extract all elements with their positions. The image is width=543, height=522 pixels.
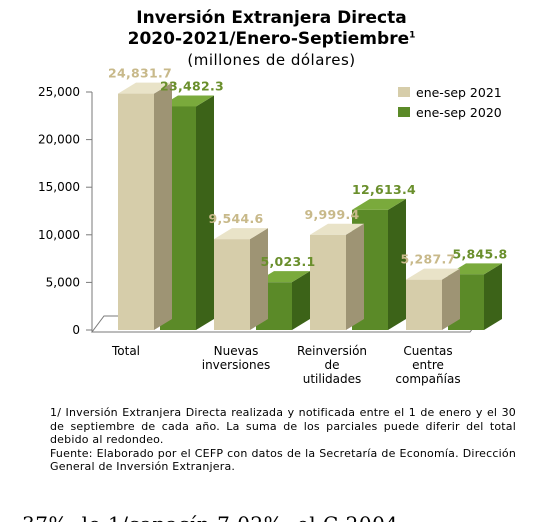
legend: ene-sep 2021 ene-sep 2020 <box>398 85 502 120</box>
title-footnote-mark: 1 <box>409 30 416 41</box>
bar-2021-3 <box>406 268 460 330</box>
bar-2020-1-side <box>292 271 310 330</box>
category-label: Nuevas <box>214 344 259 358</box>
bar-2021-3-side <box>442 268 460 330</box>
category-label: de <box>325 358 340 372</box>
bar-2021-0-top <box>118 82 172 94</box>
data-labels: 23,482.324,831.7 5,023.1 9,544.6 12,613.4 9,… <box>108 66 507 270</box>
footnote: 1/ Inversión Extranjera Directa realizad… <box>50 406 516 446</box>
bar-2020-3-top <box>448 263 502 275</box>
legend-label: ene-sep 2021 <box>416 85 502 100</box>
bar-2021-2-side <box>346 223 364 330</box>
bar-2020-1 <box>256 271 310 330</box>
chart-title: Inversión Extranjera Directa <box>136 8 407 28</box>
bar-2021-1-top <box>214 228 268 240</box>
y-tick-label: 15,000 <box>38 180 80 194</box>
category-label: Cuentas <box>403 344 452 358</box>
bar-2021-3-front <box>406 279 442 330</box>
bar-2021-0-front <box>118 93 154 330</box>
data-label: 5,287.7 <box>400 252 455 267</box>
y-tick-label: 0 <box>72 323 80 337</box>
y-tick-label: 20,000 <box>38 133 80 147</box>
category-label: inversiones <box>202 358 271 372</box>
bar-2021-0-side <box>154 82 172 330</box>
bar-2021-1 <box>214 228 268 330</box>
bar-2020-0-side <box>196 95 214 330</box>
bar-2021-2-top <box>310 223 364 235</box>
category-label: Reinversión <box>297 344 367 358</box>
bar-2021-3-top <box>406 268 460 280</box>
chart-title-line2: 2020-2021/Enero-Septiembre1 <box>0 29 543 50</box>
data-label: 12,613.4 <box>352 182 416 197</box>
bar-2020-2-top <box>352 198 406 210</box>
data-label: 9,999.4 <box>304 207 359 222</box>
data-label: 5,023.1 <box>260 254 315 269</box>
y-axis: 0 5,000 10,000 15,000 20,000 25,000 <box>38 85 93 337</box>
source-note: Fuente: Elaborado por el CEFP con datos … <box>50 446 516 474</box>
category-label: compañías <box>395 372 460 386</box>
bar-2021-2 <box>310 223 364 330</box>
data-label: 24,831.7 <box>108 66 172 81</box>
bar-2020-0-top <box>160 95 214 107</box>
legend-swatch <box>398 87 410 97</box>
bar-2020-3-side <box>484 263 502 330</box>
bar-2021-1-side <box>250 228 268 330</box>
bar-2021-1-front <box>214 239 250 330</box>
bars <box>118 82 502 330</box>
chart-title-block: Inversión Extranjera Directa 2020-2021/E… <box>0 8 543 70</box>
category-label: utilidades <box>303 372 362 386</box>
bar-2021-0 <box>118 82 172 330</box>
cut-off-text-line: 37%, lo 1/capacín 7 02%, el C 2004 <box>0 509 543 522</box>
y-tick-label: 10,000 <box>38 228 80 242</box>
data-label: 23,482.3 <box>160 78 224 93</box>
category-label: Total <box>111 344 140 358</box>
data-label: 5,845.8 <box>452 246 507 261</box>
bar-2020-2-side <box>388 198 406 330</box>
y-tick-label: 5,000 <box>46 275 80 289</box>
data-label: 9,544.6 <box>208 211 263 226</box>
bar-chart: 0 5,000 10,000 15,000 20,000 25,000 23,482.32… <box>38 66 507 386</box>
legend-label: ene-sep 2020 <box>416 105 502 120</box>
chart-notes: 1/ Inversión Extranjera Directa realizad… <box>50 406 516 474</box>
legend-swatch <box>398 107 410 117</box>
chart-subtitle: (millones de dólares) <box>187 51 356 69</box>
y-tick-label: 25,000 <box>38 85 80 99</box>
bar-2020-1-top <box>256 271 310 283</box>
cut-off-text: 37%, lo 1/capacín 7 02%, el C 2004 <box>0 505 543 522</box>
bar-2021-2-front <box>310 234 346 330</box>
chart-title-period: 2020-2021/Enero-Septiembre <box>127 29 410 49</box>
category-label: entre <box>412 358 444 372</box>
